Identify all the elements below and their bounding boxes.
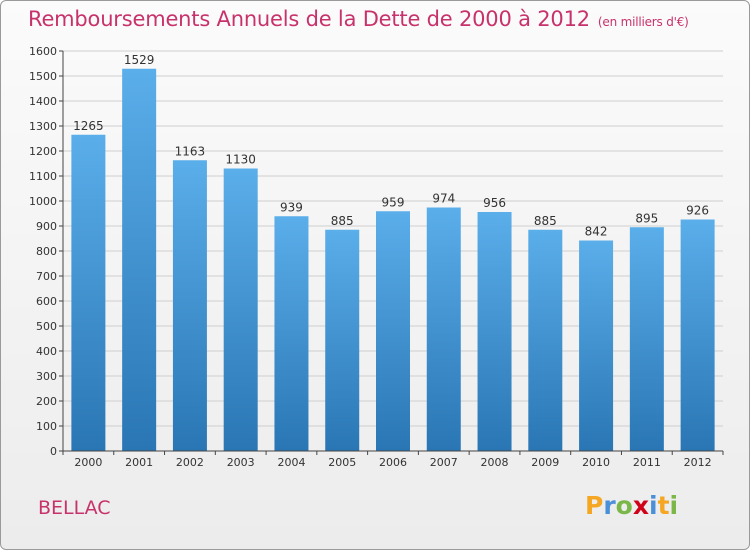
unit-note: (en milliers d'€)	[597, 15, 689, 29]
bar	[629, 227, 664, 451]
x-tick-label: 2005	[328, 456, 356, 469]
bar	[376, 211, 410, 451]
y-tick-label: 300	[36, 370, 57, 383]
x-tick-label: 2004	[277, 456, 305, 469]
commune-name: BELLAC	[38, 497, 111, 519]
proxiti-logo: Proxiti	[585, 491, 678, 520]
bar	[274, 216, 309, 451]
logo-letter: P	[585, 491, 604, 520]
y-tick-label: 200	[36, 395, 57, 408]
bar	[71, 134, 106, 451]
logo-letter: o	[615, 491, 633, 520]
bar	[528, 229, 563, 451]
data-label: 1163	[175, 144, 206, 158]
data-label: 885	[331, 214, 354, 228]
bar	[172, 160, 207, 451]
x-tick-label: 2008	[481, 456, 509, 469]
bar	[680, 219, 715, 451]
data-label: 939	[280, 200, 303, 214]
y-tick-label: 1100	[29, 170, 57, 183]
x-tick-label: 2006	[379, 456, 407, 469]
y-tick-label: 1300	[29, 120, 57, 133]
y-tick-label: 800	[36, 245, 57, 258]
x-tick-label: 2003	[227, 456, 255, 469]
x-tick-label: 2002	[176, 456, 204, 469]
chart-title-text: Remboursements Annuels de la Dette de 20…	[28, 7, 590, 31]
y-tick-label: 500	[36, 320, 57, 333]
y-tick-label: 1600	[29, 45, 57, 58]
y-tick-label: 1500	[29, 70, 57, 83]
x-tick-label: 2001	[125, 456, 153, 469]
data-label: 1130	[225, 153, 256, 167]
bar	[477, 212, 512, 451]
axis-layer: 0 100 200 300 400 500 600 700 800 900 1000 1100 1200…	[29, 45, 724, 469]
y-tick-label: 400	[36, 345, 57, 358]
data-label: 926	[686, 204, 709, 218]
x-tick-label: 2007	[430, 456, 458, 469]
data-label: 885	[534, 214, 557, 228]
data-label: 959	[382, 195, 405, 209]
logo-letter: t	[657, 491, 670, 520]
logo-letter: i	[669, 491, 679, 520]
logo-letter: x	[632, 491, 649, 520]
bar	[223, 168, 258, 451]
data-label: 974	[432, 192, 455, 206]
x-tick-label: 2000	[74, 456, 102, 469]
bar-layer	[71, 68, 715, 451]
chart-title: Remboursements Annuels de la Dette de 20…	[28, 7, 689, 31]
bar	[122, 68, 157, 451]
x-tick-label: 2010	[582, 456, 610, 469]
y-tick-label: 900	[36, 220, 57, 233]
data-label: 1529	[124, 53, 155, 67]
y-tick-label: 1400	[29, 95, 57, 108]
label-layer: 1265 1529 1163 1130 939 885 959 974 956 885 842 895…	[73, 53, 709, 239]
y-tick-label: 700	[36, 270, 57, 283]
logo-letter: i	[649, 491, 658, 520]
y-tick-label: 1200	[29, 145, 57, 158]
y-tick-label: 0	[50, 445, 57, 458]
data-label: 895	[635, 211, 658, 225]
x-tick-label: 2011	[633, 456, 661, 469]
x-tick-label: 2009	[531, 456, 559, 469]
x-tick-label: 2012	[684, 456, 712, 469]
y-tick-label: 100	[36, 420, 57, 433]
y-tick-label: 1000	[29, 195, 57, 208]
data-label: 842	[585, 225, 608, 239]
data-label: 1265	[73, 119, 104, 133]
data-label: 956	[483, 196, 506, 210]
bar	[325, 229, 360, 451]
bar	[579, 240, 614, 451]
y-tick-label: 600	[36, 295, 57, 308]
bar	[426, 207, 461, 451]
logo-letter: r	[603, 491, 616, 520]
